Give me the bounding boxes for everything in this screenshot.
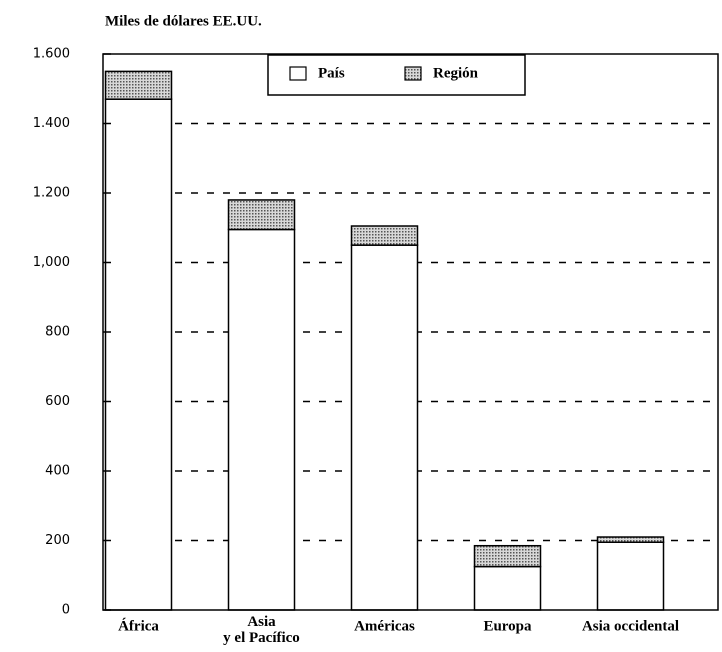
bar-segment bbox=[350, 244, 419, 611]
bar-segment bbox=[350, 225, 419, 246]
bar-segment bbox=[473, 565, 542, 611]
bar-segment bbox=[596, 541, 665, 611]
y-tick-label: 1.400 bbox=[33, 116, 70, 131]
bar-segment bbox=[104, 98, 173, 611]
bar-segment bbox=[473, 544, 542, 568]
legend-label: País bbox=[318, 65, 345, 81]
bar-segment bbox=[227, 199, 296, 231]
x-tick-label: Asia occidental bbox=[582, 618, 679, 634]
y-tick-label: 1.600 bbox=[33, 47, 70, 62]
legend-box bbox=[267, 54, 526, 96]
x-tick-label: Europa bbox=[483, 618, 532, 634]
bar-segment bbox=[227, 228, 296, 611]
chart-title: Miles de dólares EE.UU. bbox=[105, 13, 262, 29]
x-tick-label: Asia y el Pacífico bbox=[223, 614, 300, 646]
y-tick-label: 600 bbox=[45, 394, 70, 409]
legend-label: Región bbox=[433, 65, 479, 81]
y-tick-label: 400 bbox=[45, 464, 70, 479]
legend-swatch bbox=[289, 66, 307, 81]
y-tick-label: 1,000 bbox=[33, 255, 70, 270]
y-tick-label: 200 bbox=[45, 533, 70, 548]
bar-segment bbox=[596, 536, 665, 543]
x-tick-label: Américas bbox=[354, 618, 415, 634]
bar-segment bbox=[104, 70, 173, 100]
legend-swatch bbox=[404, 66, 422, 81]
x-tick-label: África bbox=[118, 617, 159, 634]
y-tick-label: 800 bbox=[45, 325, 70, 340]
y-tick-label: 1.200 bbox=[33, 186, 70, 201]
y-tick-label: 0 bbox=[62, 603, 70, 618]
